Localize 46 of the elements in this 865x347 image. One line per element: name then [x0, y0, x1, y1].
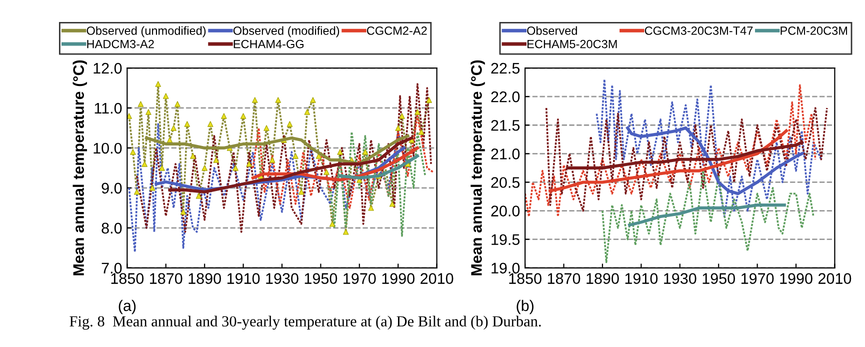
y-axis-title: Mean annual temperature (°C)	[470, 60, 485, 276]
x-tick-label: 1870	[150, 273, 182, 284]
x-tick-label: 1950	[702, 273, 735, 284]
x-tick-label: 1850	[111, 273, 144, 284]
legend-label: ECHAM5-20C3M	[528, 40, 617, 48]
y-tick-label: 21.0	[491, 148, 520, 160]
y-axis-title: Mean annual temperature (°C)	[72, 60, 88, 276]
y-tick-label: 9.0	[102, 182, 122, 194]
x-tick-label: 1850	[509, 273, 542, 284]
y-tick-label: 10.0	[94, 142, 122, 154]
legend-label: Observed	[527, 26, 577, 35]
x-tick-label: 1990	[382, 273, 415, 284]
y-tick-label: 21.5	[491, 120, 520, 131]
y-tick-label: 12.0	[94, 62, 122, 74]
x-tick-label: 1930	[664, 273, 696, 284]
x-tick-label: 1990	[780, 273, 812, 284]
text: (a)	[118, 300, 136, 314]
legend-label: CGCM3-20C3M-T47	[644, 26, 753, 35]
y-tick-label: 7.0	[102, 262, 122, 274]
y-tick-label: 22.0	[491, 91, 520, 102]
legend-label: HADCM3-A2	[87, 40, 154, 48]
legend-label: Observed (modified)	[233, 26, 340, 38]
x-tick-label: 1950	[304, 273, 338, 284]
x-tick-label: 2010	[818, 273, 852, 284]
x-tick-label: 2010	[420, 273, 454, 284]
legend-label: CGCM2-A2	[366, 26, 427, 35]
legend-label: PCM-20C3M	[780, 26, 848, 35]
y-tick-label: 11.0	[94, 102, 122, 114]
y-tick-label: 19.0	[492, 262, 520, 274]
caption: Fig. 8 Mean annual and 30-yearly temperature at (a) De Bilt and (b) Durban.	[70, 316, 541, 330]
y-tick-label: 20.5	[491, 177, 520, 188]
x-tick-label: 1910	[625, 273, 658, 284]
y-tick-label: 8.0	[102, 222, 122, 234]
x-tick-label: 1970	[741, 273, 774, 284]
text: (b)	[516, 300, 534, 314]
y-tick-label: 20.0	[491, 206, 520, 216]
x-tick-label: 1910	[227, 273, 260, 284]
y-tick-label: 22.5	[491, 62, 520, 74]
x-tick-label: 1890	[586, 273, 619, 284]
x-tick-label: 1890	[188, 273, 221, 284]
legend-label: ECHAM4-GG	[234, 40, 304, 48]
x-tick-label: 1870	[548, 273, 580, 284]
x-tick-label: 1930	[266, 273, 298, 284]
x-tick-label: 1970	[344, 273, 376, 284]
y-tick-label: 19.5	[492, 234, 520, 246]
legend-label: Observed (unmodified)	[86, 26, 206, 38]
